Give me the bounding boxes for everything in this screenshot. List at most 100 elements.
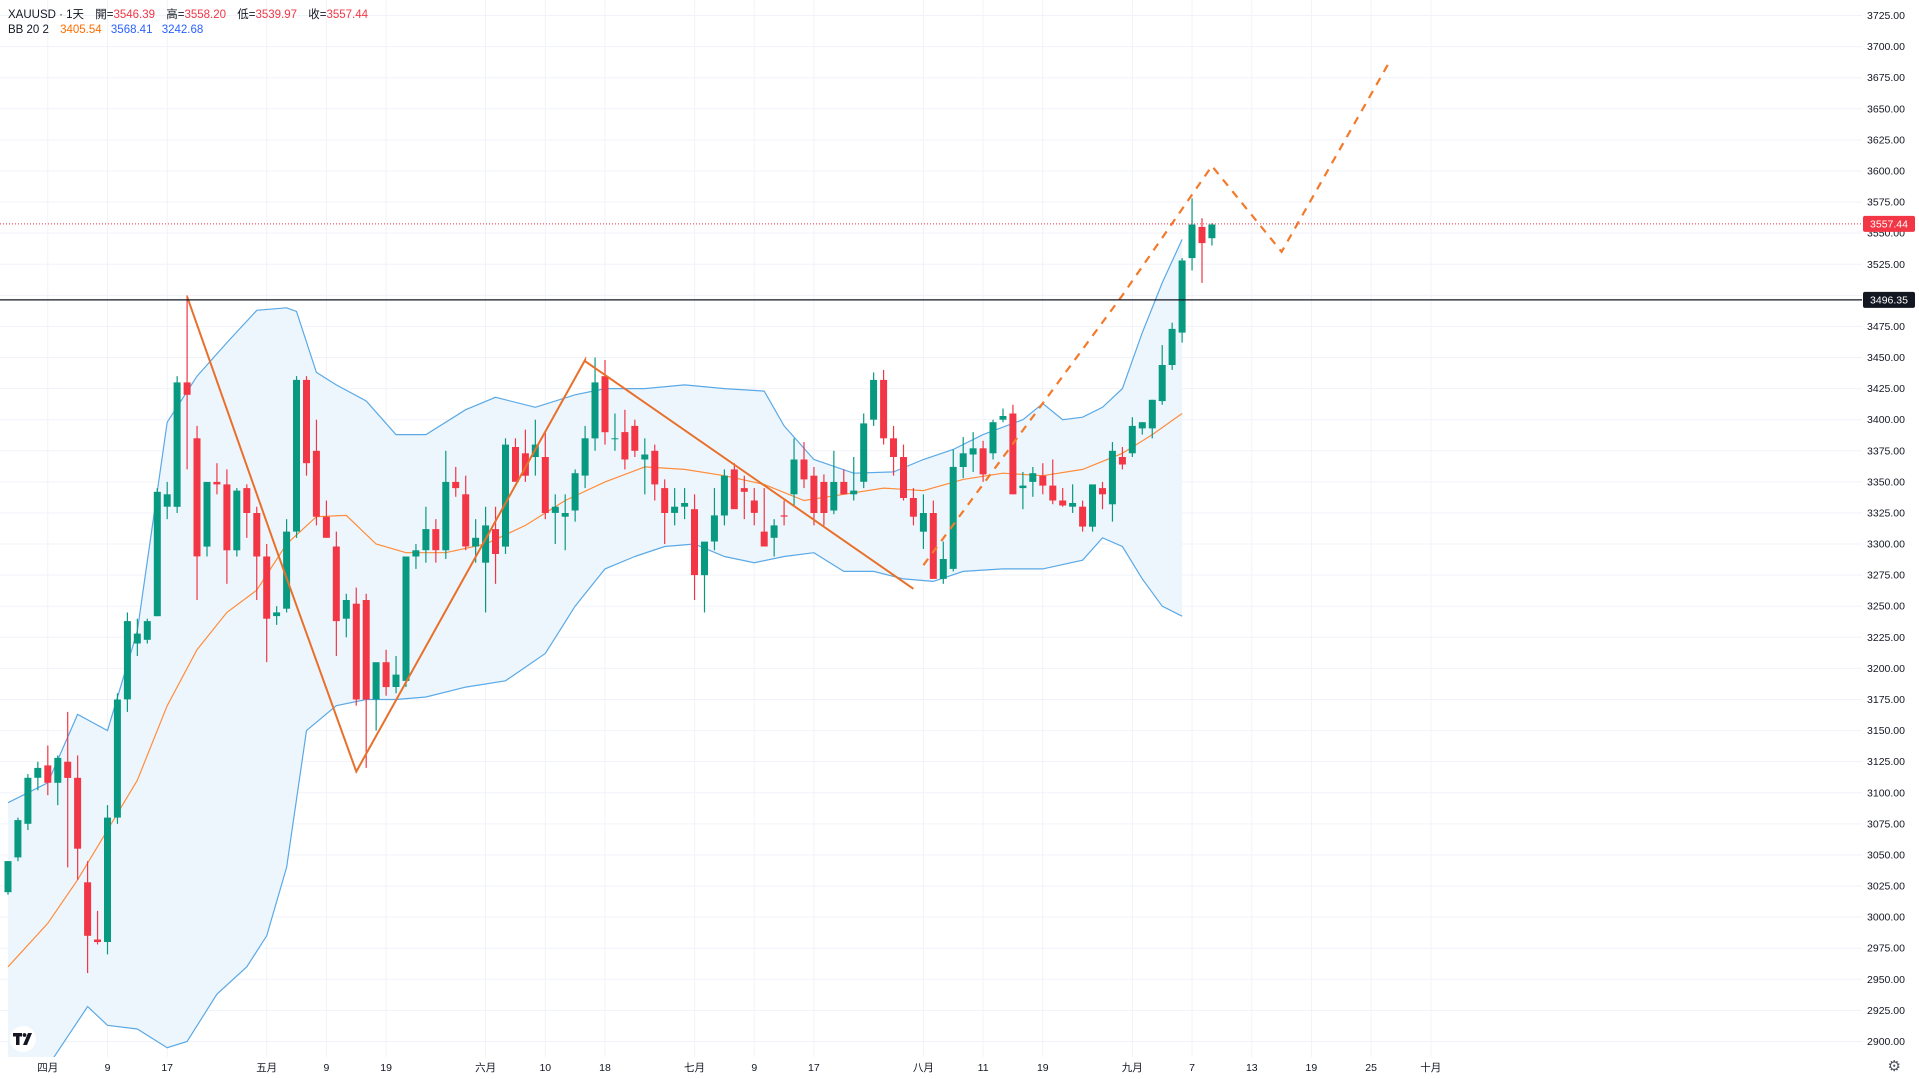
candle-body <box>293 379 300 532</box>
candle-body <box>1128 425 1136 454</box>
candle-body <box>332 546 340 622</box>
candle-body <box>163 494 171 507</box>
candle-body <box>1158 365 1166 402</box>
candle-body <box>74 777 82 849</box>
bollinger-basis-value: 3405.54 <box>60 24 102 36</box>
time-tick-label: 25 <box>1365 1062 1377 1074</box>
candle-body <box>64 761 72 778</box>
candle-body <box>880 379 888 439</box>
candle-body <box>949 466 957 569</box>
price-tick-label: 3325.00 <box>1867 508 1905 520</box>
zigzag-drawing[interactable] <box>186 296 914 775</box>
candle-body <box>760 531 768 547</box>
candle-body <box>999 416 1007 420</box>
last-price-badge: 3557.44 <box>1863 215 1915 232</box>
candle-body <box>1039 475 1047 486</box>
open-label: 開= <box>95 9 114 21</box>
candle-body <box>909 498 917 517</box>
candle-body <box>492 529 499 554</box>
candle-body <box>24 777 32 824</box>
candle-body <box>1168 328 1176 365</box>
time-tick-label: 13 <box>1246 1062 1258 1074</box>
candle-body <box>730 469 738 510</box>
candle-body <box>94 939 101 942</box>
candle-body <box>591 382 599 439</box>
time-axis[interactable] <box>0 1057 1862 1079</box>
candle-body <box>372 662 380 700</box>
candle-body <box>790 459 798 495</box>
candle-body <box>979 448 987 475</box>
price-tick-label: 3300.00 <box>1867 539 1905 551</box>
time-tick-label: 9 <box>751 1062 757 1074</box>
price-tick-label: 3675.00 <box>1867 72 1905 84</box>
price-tick-label: 3650.00 <box>1867 103 1905 115</box>
candle-body <box>442 481 450 551</box>
time-tick-label: 九月 <box>1122 1062 1143 1074</box>
candle-body <box>681 503 689 507</box>
time-tick-label: 11 <box>978 1062 989 1074</box>
price-tick-label: 3250.00 <box>1867 601 1905 613</box>
time-tick-label: 五月 <box>256 1062 277 1074</box>
candle-body <box>611 438 619 440</box>
price-tick-label: 3400.00 <box>1867 414 1905 426</box>
tv-logo-mark <box>13 1033 32 1045</box>
candle-body <box>621 432 629 460</box>
candle-body <box>939 559 947 579</box>
candle-body <box>54 757 62 783</box>
candle-body <box>1079 506 1087 527</box>
price-tick-label: 3200.00 <box>1867 663 1905 675</box>
last-price-label: 3557.44 <box>1870 219 1908 231</box>
bollinger-legend[interactable]: BB 20 2 3405.54 3568.41 3242.68 <box>8 24 203 36</box>
candle-body <box>720 475 728 516</box>
candle-body <box>223 484 231 551</box>
ohlc-legend: XAUUSD · 1天 開=3546.39 高=3558.20 低=3539.9… <box>8 6 368 22</box>
candle-body <box>303 379 310 464</box>
price-tick-label: 3350.00 <box>1867 476 1905 488</box>
candle-body <box>153 491 161 617</box>
high-label: 高= <box>166 9 185 21</box>
candle-body <box>631 425 639 451</box>
price-axis[interactable] <box>1862 0 1919 1079</box>
candle-body <box>1148 399 1156 429</box>
price-tick-label: 3150.00 <box>1867 725 1905 737</box>
candles-group <box>4 198 1216 974</box>
projection-drawing[interactable] <box>922 58 1392 566</box>
price-tick-label: 2950.00 <box>1867 974 1905 986</box>
bollinger-lower-line <box>38 537 1183 1079</box>
candle-body <box>810 475 818 513</box>
candle-body <box>1089 484 1096 527</box>
time-tick-label: 19 <box>380 1062 392 1074</box>
candle-body <box>521 453 529 476</box>
candle-body <box>571 473 579 511</box>
symbol-title[interactable]: XAUUSD · 1天 <box>8 9 85 21</box>
time-axis-labels: 四月 9 17 五月 9 19 六月 10 18 七月 9 17 八月 11 19 九月 7 13 19 25 十月 <box>37 1061 1441 1074</box>
time-tick-label: 八月 <box>913 1062 934 1074</box>
candle-body <box>502 444 509 547</box>
candle-body <box>1059 500 1067 506</box>
candle-body <box>770 525 778 538</box>
resistance-price-badge: 3496.35 <box>1863 291 1915 308</box>
open-value: 3546.39 <box>113 9 156 21</box>
candle-body <box>253 513 261 557</box>
candle-body <box>551 506 559 513</box>
settings-gear-icon[interactable]: ⚙ <box>1887 1058 1901 1075</box>
time-tick-label: 19 <box>1037 1062 1049 1074</box>
price-tick-label: 3175.00 <box>1867 694 1905 706</box>
time-tick-label: 18 <box>599 1062 611 1074</box>
tradingview-logo-icon[interactable] <box>10 1026 36 1052</box>
candle-body <box>1188 224 1196 259</box>
candle-body <box>123 621 131 700</box>
price-tick-label: 3025.00 <box>1867 881 1905 893</box>
candle-body <box>133 633 141 644</box>
price-tick-label: 3375.00 <box>1867 445 1905 457</box>
candle-body <box>213 481 221 485</box>
candle-body <box>382 662 390 688</box>
price-tick-label: 3575.00 <box>1867 197 1905 209</box>
candle-body <box>233 490 241 551</box>
candle-body <box>820 481 828 513</box>
price-tick-label: 3525.00 <box>1867 259 1905 271</box>
candle-body <box>661 488 669 513</box>
candle-body <box>561 513 569 517</box>
candle-body <box>1019 485 1027 489</box>
